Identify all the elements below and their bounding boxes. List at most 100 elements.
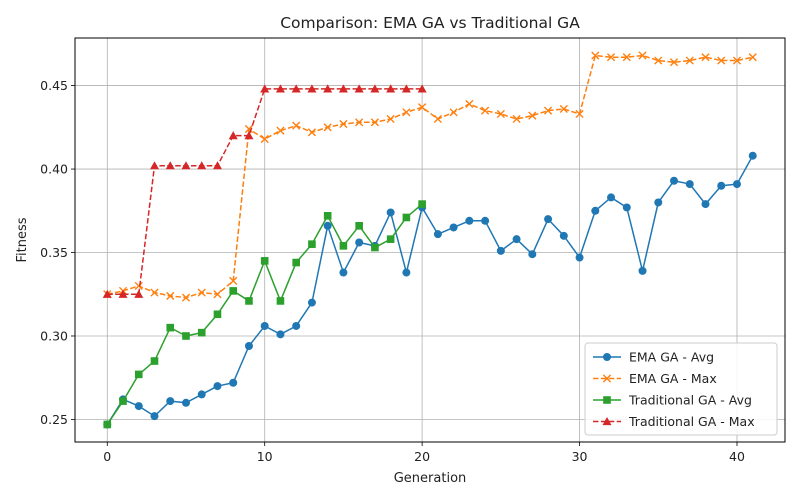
data-point bbox=[543, 106, 553, 115]
chart-title: Comparison: EMA GA vs Traditional GA bbox=[280, 14, 580, 32]
data-point bbox=[260, 84, 270, 93]
data-point bbox=[748, 53, 757, 62]
data-point bbox=[197, 328, 206, 337]
data-point bbox=[276, 126, 285, 135]
series-traditional-ga-max bbox=[102, 84, 427, 298]
data-point bbox=[638, 51, 647, 60]
data-point bbox=[418, 200, 426, 208]
data-point bbox=[307, 298, 316, 307]
data-point bbox=[606, 53, 616, 62]
data-point bbox=[338, 84, 348, 93]
data-point bbox=[213, 310, 222, 319]
series-line bbox=[107, 54, 753, 299]
series-ema-ga-max bbox=[103, 51, 757, 302]
data-point bbox=[276, 297, 285, 305]
x-tick-label: 20 bbox=[414, 449, 430, 464]
legend-swatch-marker bbox=[602, 417, 612, 426]
data-point bbox=[213, 290, 222, 299]
data-point bbox=[244, 131, 254, 140]
data-point bbox=[212, 161, 222, 170]
data-point bbox=[119, 397, 127, 405]
data-point bbox=[418, 103, 427, 112]
legend-label: Traditional GA - Avg bbox=[628, 393, 752, 408]
data-point bbox=[308, 240, 316, 248]
data-point bbox=[701, 200, 710, 209]
data-point bbox=[465, 99, 474, 109]
data-point bbox=[197, 390, 206, 399]
data-point bbox=[449, 108, 458, 117]
data-point bbox=[654, 56, 663, 65]
data-point bbox=[323, 84, 333, 93]
data-point bbox=[622, 53, 631, 62]
data-point bbox=[669, 58, 679, 67]
data-point bbox=[481, 216, 490, 225]
data-point bbox=[465, 216, 474, 225]
data-point bbox=[102, 289, 112, 298]
legend-label: EMA GA - Avg bbox=[629, 350, 714, 365]
data-point bbox=[354, 84, 364, 93]
data-point bbox=[339, 119, 348, 129]
series-layer bbox=[102, 51, 757, 429]
data-point bbox=[386, 208, 395, 217]
data-point bbox=[402, 268, 411, 277]
data-point bbox=[181, 161, 191, 170]
data-point bbox=[197, 288, 206, 297]
data-point bbox=[197, 161, 207, 170]
legend-swatch-marker bbox=[602, 374, 612, 383]
data-point bbox=[433, 114, 442, 124]
legend-swatch-marker bbox=[603, 353, 611, 361]
data-point bbox=[481, 106, 490, 115]
data-point bbox=[638, 266, 647, 275]
data-point bbox=[355, 238, 364, 247]
data-point bbox=[701, 53, 710, 62]
legend-label: Traditional GA - Max bbox=[628, 414, 755, 429]
y-tick-label: 0.35 bbox=[40, 245, 68, 260]
data-point bbox=[182, 332, 190, 340]
data-point bbox=[292, 258, 300, 267]
legend-label: EMA GA - Max bbox=[629, 371, 717, 386]
data-point bbox=[213, 382, 222, 391]
data-point bbox=[370, 118, 379, 127]
data-point bbox=[559, 231, 568, 240]
series-traditional-ga-avg bbox=[103, 200, 426, 429]
data-point bbox=[732, 180, 741, 189]
data-point bbox=[512, 114, 521, 124]
data-point bbox=[244, 124, 254, 134]
data-point bbox=[229, 276, 238, 285]
data-point bbox=[323, 123, 332, 132]
data-point bbox=[496, 246, 505, 255]
data-point bbox=[512, 235, 521, 244]
data-point bbox=[575, 109, 584, 119]
data-point bbox=[307, 84, 317, 93]
data-point bbox=[386, 84, 396, 93]
ticks: 0 10 20 30 40 0.25 0.30 0.35 0.40 0.45 bbox=[40, 78, 745, 464]
series-line bbox=[107, 88, 423, 296]
x-tick-label: 10 bbox=[257, 449, 273, 464]
data-point bbox=[166, 397, 175, 406]
x-axis-label: Generation bbox=[394, 471, 467, 486]
data-point bbox=[417, 84, 427, 93]
legend-swatch-marker bbox=[603, 396, 611, 404]
data-point bbox=[134, 370, 143, 379]
data-point bbox=[134, 281, 143, 291]
x-tick-label: 0 bbox=[103, 449, 111, 464]
data-point bbox=[386, 114, 395, 124]
data-point bbox=[386, 235, 395, 243]
series-ema-ga-avg bbox=[103, 151, 757, 429]
data-point bbox=[166, 291, 175, 301]
data-point bbox=[685, 56, 694, 65]
data-point bbox=[402, 108, 411, 117]
data-point bbox=[292, 321, 301, 330]
data-point bbox=[748, 151, 757, 160]
data-point bbox=[150, 288, 159, 297]
data-point bbox=[103, 420, 112, 429]
data-point bbox=[166, 323, 175, 332]
data-point bbox=[275, 84, 285, 93]
data-point bbox=[134, 402, 143, 411]
data-point bbox=[228, 131, 238, 140]
data-point bbox=[685, 180, 694, 189]
y-axis-label: Fitness bbox=[15, 217, 30, 262]
data-point bbox=[245, 297, 253, 305]
data-point bbox=[229, 378, 238, 387]
